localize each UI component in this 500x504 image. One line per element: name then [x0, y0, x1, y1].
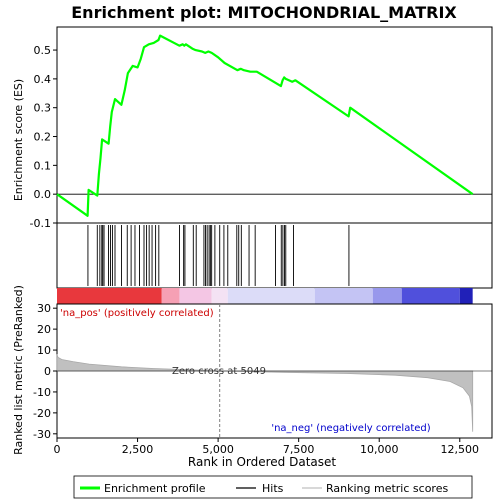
heat-bar-segment: [459, 288, 473, 304]
es-y-tick-label: 0.2: [34, 131, 52, 144]
legend-label-hits: Hits: [262, 482, 284, 495]
x-tick-label: 7,500: [283, 443, 315, 456]
chart-title: Enrichment plot: MITOCHONDRIAL_MATRIX: [71, 3, 457, 22]
rank-y-tick-label: 30: [37, 302, 51, 315]
es-y-tick-label: 0.3: [34, 102, 52, 115]
rank-y-tick-label: -30: [33, 428, 51, 441]
es-y-tick-label: 0.1: [34, 159, 52, 172]
rank-y-tick-label: -10: [33, 386, 51, 399]
zero-cross-label: Zero cross at 5049: [172, 366, 266, 377]
hits-panel: [56, 222, 493, 289]
pos-correlated-label: 'na_pos' (positively correlated): [60, 308, 214, 319]
enrichment-profile-line: [56, 34, 474, 217]
legend: Enrichment profile Hits Ranking metric s…: [73, 475, 473, 499]
ranking-metric-area: [56, 354, 474, 432]
es-y-tick-label: 0.5: [34, 44, 52, 57]
legend-label-enrichment-profile: Enrichment profile: [104, 482, 206, 495]
rank-y-tick-label: 10: [37, 344, 51, 357]
rank-y-tick-label: 0: [44, 365, 51, 378]
heat-bar-panel: [57, 288, 473, 304]
heat-bar-segment: [161, 288, 180, 304]
es-y-tick-label: 0.4: [34, 73, 52, 86]
x-tick-label: 10,000: [360, 443, 399, 456]
es-panel: -0.1 0.0 0.1 0.2 0.3 0.4 0.5: [30, 26, 493, 230]
x-axis-label: Rank in Ordered Dataset: [188, 455, 336, 469]
es-y-tick-label: 0.0: [34, 188, 52, 201]
x-tick-label: 2,500: [122, 443, 154, 456]
legend-label-ranking-metric-scores: Ranking metric scores: [326, 482, 448, 495]
heat-bar-segment: [314, 288, 373, 304]
rank-y-tick-label: 20: [37, 323, 51, 336]
heat-bar-segment: [57, 288, 162, 304]
rank-panel: -30 -20 -10 0 10 20 30 0 2,500 5,000 7,500 10,000 12…: [33, 302, 493, 456]
heat-bar-segment: [179, 288, 212, 304]
heat-bar-segment: [372, 288, 402, 304]
es-y-axis-label: Enrichment score (ES): [12, 79, 25, 201]
x-tick-label: 12,500: [441, 443, 480, 456]
heat-bar-segment: [211, 288, 228, 304]
neg-correlated-label: 'na_neg' (negatively correlated): [271, 423, 430, 434]
hits-panel-frame: [56, 222, 493, 289]
rank-y-axis-label: Ranked list metric (PreRanked): [12, 285, 25, 455]
heat-bar-segment: [227, 288, 315, 304]
es-panel-frame: [56, 26, 493, 224]
rank-y-tick-label: -20: [33, 407, 51, 420]
x-tick-label: 5,000: [202, 443, 234, 456]
heat-bar-segment: [401, 288, 460, 304]
es-y-tick-label: -0.1: [30, 217, 51, 230]
legend-box: [73, 475, 473, 499]
x-tick-label: 0: [54, 443, 61, 456]
